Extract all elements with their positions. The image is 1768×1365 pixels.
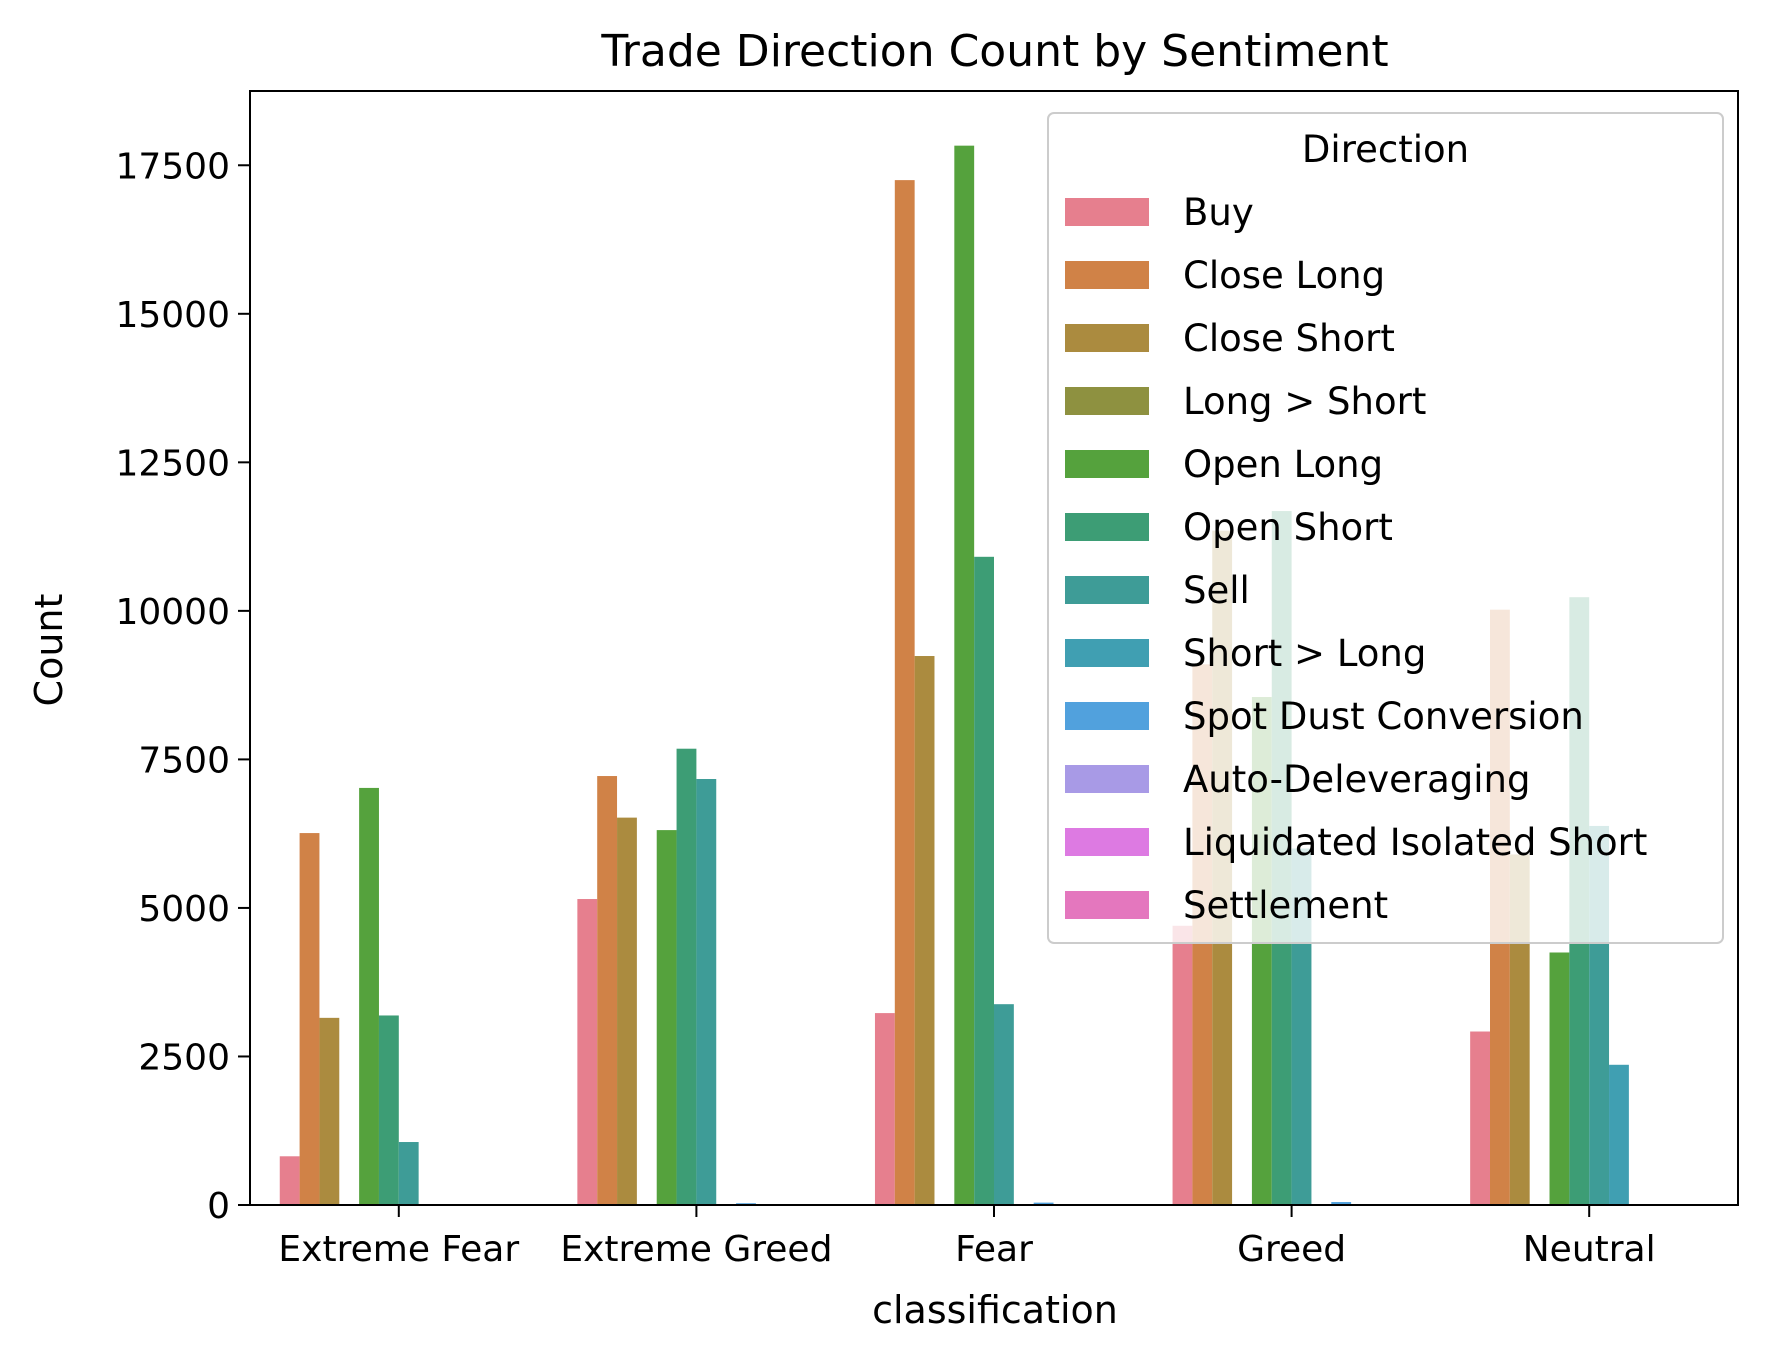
x-tick-label: Neutral: [1523, 1229, 1656, 1270]
y-tick-label: 15000: [115, 295, 230, 336]
legend-entry-label: Close Long: [1183, 254, 1385, 297]
bar-close-long-extreme-greed: [597, 776, 618, 1205]
bar-close-long-extreme-fear: [299, 833, 320, 1205]
x-tick-label: Extreme Fear: [278, 1229, 519, 1270]
bar-short-long-neutral: [1609, 1064, 1629, 1205]
bar-sell-fear: [994, 1004, 1014, 1205]
y-tick-label: 17500: [115, 146, 230, 187]
bar-buy-extreme-fear: [279, 1156, 300, 1205]
legend-entry-label: Auto-Deleveraging: [1183, 758, 1531, 801]
bar-open-long-extreme-fear: [359, 787, 379, 1205]
y-tick-label: 7500: [138, 740, 230, 781]
legend-box: [1047, 112, 1724, 944]
y-tick-label: 5000: [138, 889, 230, 930]
legend-entry-label: Open Long: [1183, 443, 1383, 486]
chart-title: Trade Direction Count by Sentiment: [600, 26, 1388, 77]
legend-title: Direction: [1302, 128, 1469, 171]
x-tick-label: Fear: [955, 1229, 1033, 1270]
legend-entry-label: Open Short: [1183, 506, 1393, 549]
legend-swatch: [1065, 387, 1149, 415]
legend-swatch: [1065, 702, 1149, 730]
bar-close-short-extreme-greed: [617, 817, 637, 1205]
legend-swatch: [1065, 639, 1149, 667]
legend: Direction Buy Close Long Close Short Long > …: [1047, 112, 1724, 944]
legend-entry-label: Short > Long: [1183, 632, 1426, 675]
bar-close-short-fear: [914, 656, 935, 1205]
legend-entry-label: Sell: [1183, 569, 1250, 612]
legend-swatch: [1065, 576, 1149, 604]
legend-swatch: [1065, 450, 1149, 478]
legend-swatch: [1065, 828, 1149, 856]
y-tick-label: 0: [207, 1186, 230, 1227]
y-tick-label: 12500: [115, 443, 230, 484]
bar-sell-extreme-greed: [696, 779, 717, 1205]
axes-layer: 0 2500 5000 7500 10000 12500 15000 17500 Extreme…: [115, 90, 1739, 1270]
legend-swatch: [1065, 891, 1149, 919]
y-axis-label: Count: [27, 594, 71, 707]
legend-entry-label: Settlement: [1183, 884, 1388, 927]
legend-entry-label: Liquidated Isolated Short: [1183, 821, 1647, 864]
x-tick-label: Greed: [1237, 1229, 1346, 1270]
bar-sell-extreme-fear: [398, 1142, 419, 1205]
bar-close-short-extreme-fear: [319, 1017, 340, 1205]
bar-open-short-extreme-greed: [676, 748, 697, 1205]
legend-entry-label: Buy: [1183, 191, 1254, 234]
bar-open-short-fear: [974, 556, 994, 1205]
legend-entry-label: Close Short: [1183, 317, 1395, 360]
legend-entry-label: Long > Short: [1183, 380, 1426, 423]
y-tick-label: 10000: [115, 592, 230, 633]
bar-spot-dust-conversion-greed: [1331, 1202, 1352, 1205]
bar-buy-neutral: [1470, 1031, 1490, 1205]
bar-spot-dust-conversion-fear: [1033, 1202, 1054, 1205]
bar-buy-extreme-greed: [577, 899, 598, 1205]
y-tick-label: 2500: [138, 1037, 230, 1078]
bar-close-long-fear: [894, 180, 915, 1205]
bar-buy-fear: [874, 1013, 895, 1205]
bar-open-long-fear: [954, 145, 975, 1205]
x-tick-label: Extreme Greed: [560, 1229, 832, 1270]
bar-open-short-extreme-fear: [378, 1015, 399, 1205]
legend-swatch: [1065, 513, 1149, 541]
legend-swatch: [1065, 198, 1149, 226]
legend-entry-label: Spot Dust Conversion: [1183, 695, 1584, 738]
legend-swatch: [1065, 324, 1149, 352]
legend-swatch: [1065, 765, 1149, 793]
bar-buy-greed: [1172, 925, 1193, 1205]
x-axis-label: classification: [872, 1288, 1118, 1332]
bar-open-long-extreme-greed: [656, 830, 677, 1205]
legend-swatch: [1065, 261, 1149, 289]
bar-open-long-neutral: [1549, 952, 1570, 1205]
